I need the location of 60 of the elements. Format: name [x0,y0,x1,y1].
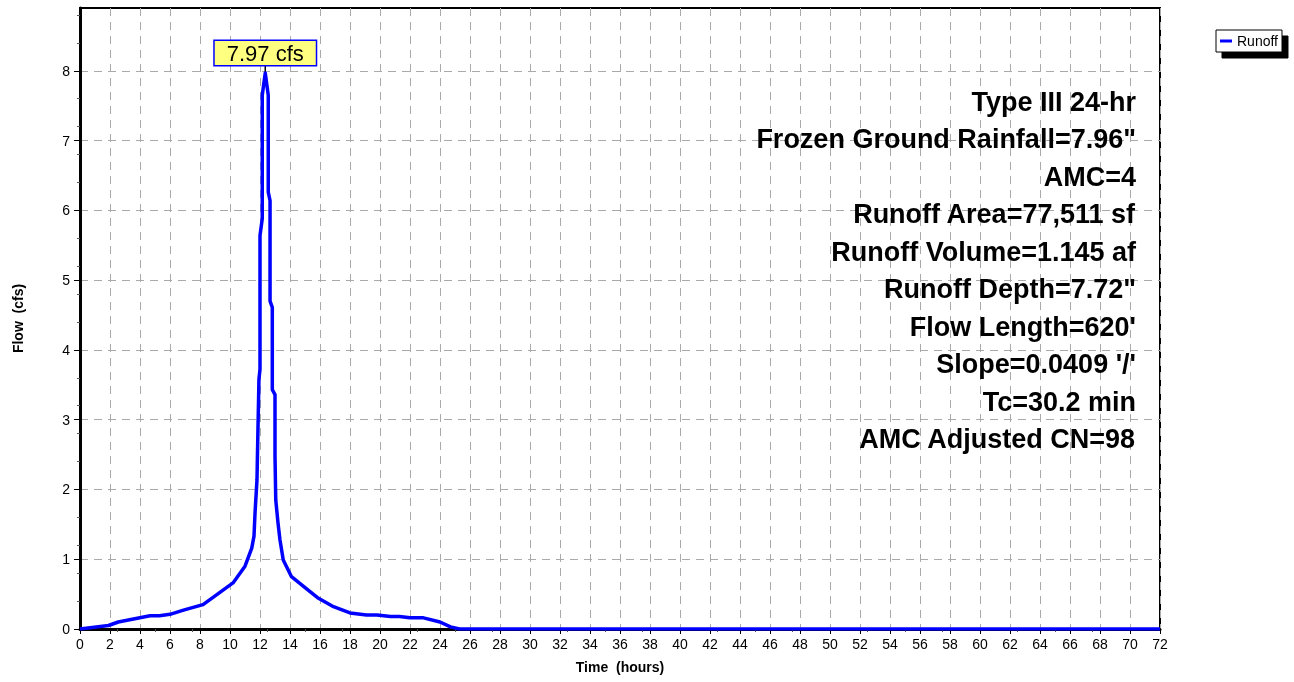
annotation: Slope=0.0409 '/' [936,349,1137,379]
x-tick-label: 44 [732,636,748,652]
x-tick-label: 2 [106,636,115,652]
x-tick-label: 68 [1092,636,1108,652]
annotation: Frozen Ground Rainfall=7.96" [756,124,1136,154]
y-tick-label: 3 [62,411,71,428]
annotation: 7.97 cfs [226,41,304,67]
x-tick-label: 72 [1152,636,1168,652]
y-tick-label: 2 [62,481,71,498]
x-tick-label: 8 [196,636,205,652]
x-tick-label: 58 [942,636,958,652]
y-tick-label: 4 [62,341,71,358]
x-tick-label: 62 [1002,636,1018,652]
x-tick-label: 40 [672,636,688,652]
annotation: Runoff Volume=1.145 af [831,236,1138,267]
y-tick-label: 1 [62,551,71,568]
x-tick-label: 66 [1062,636,1078,652]
annotation: AMC Adjusted CN=98 [859,424,1136,454]
x-tick-label: 34 [582,636,598,652]
x-tick-label: 20 [372,636,388,652]
x-axis-title: Time (hours) [575,659,665,675]
x-tick-label: 60 [972,636,988,652]
x-tick-label: 42 [702,636,718,652]
y-tick-label: 6 [62,202,71,219]
y-tick-label: 0 [62,621,71,637]
x-tick-label: 32 [552,636,568,652]
y-tick-label: 5 [62,272,71,289]
annotation: AMC=4 [1043,161,1137,192]
x-tick-label: 16 [312,636,328,652]
annotation: Flow Length=620' [909,311,1137,342]
x-tick-label: 10 [222,636,238,652]
x-tick-label: 4 [136,636,145,652]
y-tick-label: 7 [62,132,71,149]
x-tick-label: 22 [402,636,418,652]
x-tick-label: 38 [642,636,658,652]
x-tick-label: 64 [1032,636,1048,652]
annotation: Tc=30.2 min [982,386,1136,417]
legend-label: Runoff [1237,33,1279,49]
annotation: Type III 24-hr [971,86,1137,117]
x-tick-label: 0 [76,636,85,652]
y-tick-label: 8 [62,62,71,79]
x-tick-label: 54 [882,636,898,652]
x-tick-label: 46 [762,636,778,652]
x-tick-label: 26 [462,636,478,652]
x-tick-label: 14 [282,636,298,652]
x-tick-label: 30 [522,636,538,652]
x-tick-label: 52 [852,636,868,652]
x-tick-label: 18 [342,636,358,652]
x-tick-label: 24 [432,636,448,652]
x-tick-label: 12 [252,636,268,652]
annotation: Runoff Area=77,511 sf [853,199,1137,229]
x-tick-label: 6 [166,636,175,652]
x-tick-label: 50 [822,636,838,652]
x-tick-label: 28 [492,636,508,652]
x-tick-label: 70 [1122,636,1138,652]
x-tick-label: 36 [612,636,628,652]
y-axis-title: Flow (cfs) [10,283,26,354]
x-tick-label: 56 [912,636,928,652]
annotation: Runoff Depth=7.72" [883,274,1137,304]
x-tick-label: 48 [792,636,808,652]
